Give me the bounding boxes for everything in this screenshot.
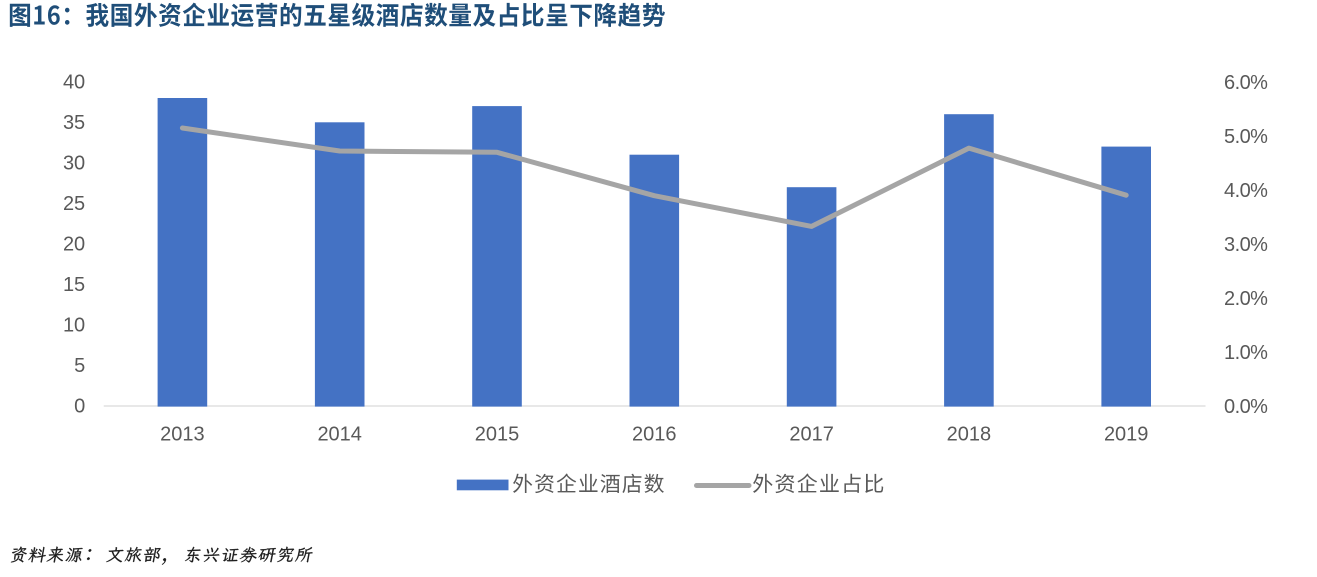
svg-text:2015: 2015 bbox=[475, 424, 520, 446]
svg-text:35: 35 bbox=[63, 112, 85, 134]
svg-text:5: 5 bbox=[74, 355, 85, 377]
svg-text:25: 25 bbox=[63, 193, 85, 215]
svg-text:6.0%: 6.0% bbox=[1224, 72, 1268, 94]
svg-text:15: 15 bbox=[63, 274, 85, 296]
svg-text:20: 20 bbox=[63, 234, 85, 256]
svg-text:1.0%: 1.0% bbox=[1224, 342, 1268, 364]
svg-text:4.0%: 4.0% bbox=[1224, 180, 1268, 202]
svg-text:2018: 2018 bbox=[947, 424, 992, 446]
svg-text:2017: 2017 bbox=[789, 424, 834, 446]
svg-text:0: 0 bbox=[74, 396, 85, 418]
svg-text:5.0%: 5.0% bbox=[1224, 126, 1268, 148]
svg-text:10: 10 bbox=[63, 315, 85, 337]
svg-text:2019: 2019 bbox=[1104, 424, 1149, 446]
svg-text:40: 40 bbox=[63, 71, 85, 93]
svg-text:2.0%: 2.0% bbox=[1224, 288, 1268, 310]
svg-text:30: 30 bbox=[63, 152, 85, 174]
svg-text:3.0%: 3.0% bbox=[1224, 234, 1268, 256]
svg-text:2013: 2013 bbox=[160, 424, 205, 446]
svg-text:2016: 2016 bbox=[632, 424, 677, 446]
svg-text:2014: 2014 bbox=[317, 424, 362, 446]
svg-text:0.0%: 0.0% bbox=[1224, 396, 1268, 418]
